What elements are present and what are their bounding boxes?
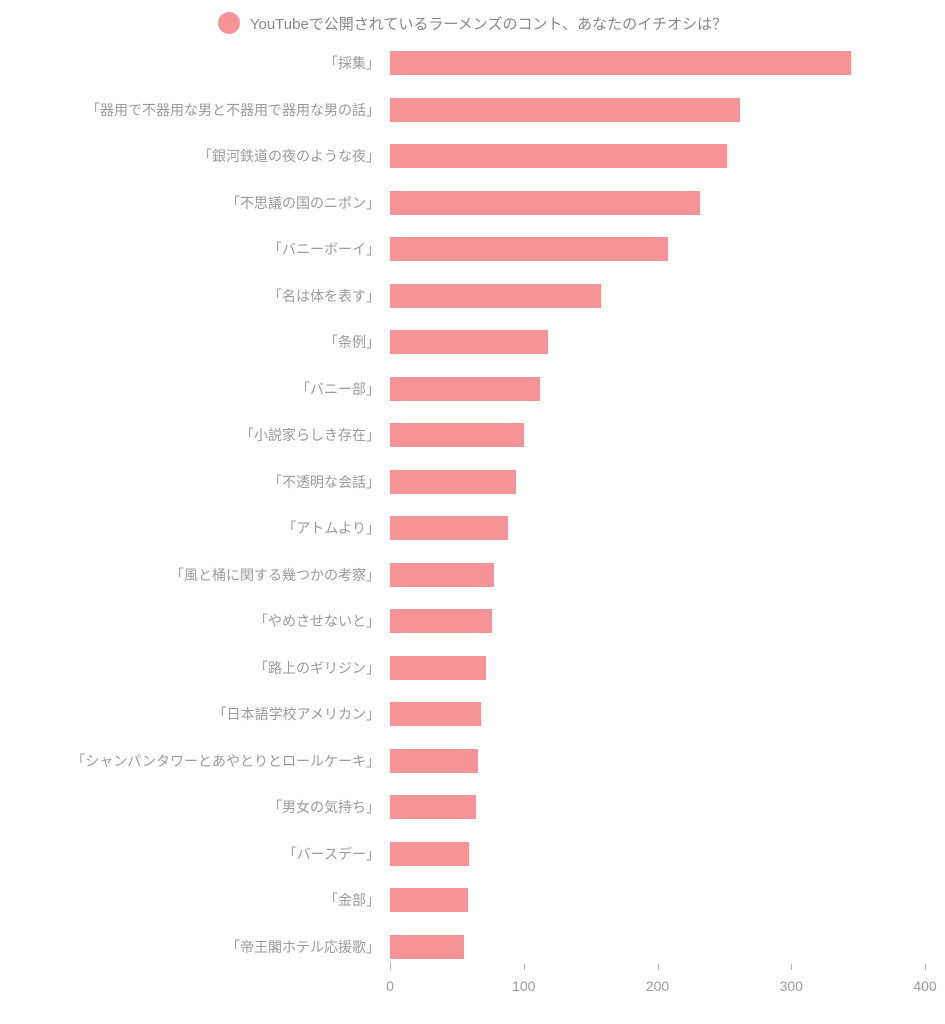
bar-row: 「条例」 [390, 330, 925, 354]
bar [390, 330, 548, 354]
category-label: 「風と桶に関する幾つかの考察」 [170, 565, 390, 585]
category-label: 「名は体を表す」 [268, 286, 390, 306]
category-label: 「バースデー」 [283, 844, 390, 864]
bar [390, 656, 486, 680]
bar-row: 「日本語学校アメリカン」 [390, 702, 925, 726]
x-tick-label: 0 [386, 970, 394, 994]
bar-row: 「採集」 [390, 51, 925, 75]
category-label: 「日本語学校アメリカン」 [213, 704, 390, 724]
bar [390, 98, 740, 122]
bar [390, 888, 468, 912]
bar [390, 795, 476, 819]
bar-row: 「風と桶に関する幾つかの考察」 [390, 563, 925, 587]
category-label: 「やめさせないと」 [254, 611, 390, 631]
category-label: 「帝王閣ホテル応援歌」 [226, 937, 390, 957]
bar-row: 「不透明な会話」 [390, 470, 925, 494]
bar-row: 「器用で不器用な男と不器用で器用な男の話」 [390, 98, 925, 122]
category-label: 「金部」 [324, 890, 390, 910]
category-label: 「銀河鉄道の夜のような夜」 [198, 146, 390, 166]
bar-row: 「不思議の国のニポン」 [390, 191, 925, 215]
bar-row: 「金部」 [390, 888, 925, 912]
bar [390, 470, 516, 494]
bar [390, 842, 469, 866]
chart-legend: YouTubeで公開されているラーメンズのコント、あなたのイチオシは？ [10, 6, 935, 40]
bar-row: 「小説家らしき存在」 [390, 423, 925, 447]
x-tick-label: 300 [780, 970, 803, 994]
bar-row: 「帝王閣ホテル応援歌」 [390, 935, 925, 959]
bar-row: 「バニーボーイ」 [390, 237, 925, 261]
category-label: 「小説家らしき存在」 [240, 425, 390, 445]
bar [390, 423, 524, 447]
category-label: 「バニーボーイ」 [268, 239, 390, 259]
bar [390, 702, 481, 726]
bar-row: 「バースデー」 [390, 842, 925, 866]
legend-text: YouTubeで公開されているラーメンズのコント、あなたのイチオシは？ [250, 13, 727, 34]
legend-swatch-icon [218, 12, 240, 34]
category-label: 「採集」 [324, 53, 390, 73]
bar-row: 「銀河鉄道の夜のような夜」 [390, 144, 925, 168]
bar [390, 935, 464, 959]
bar [390, 51, 851, 75]
category-label: 「バニー部」 [296, 379, 390, 399]
category-label: 「不透明な会話」 [268, 472, 390, 492]
bar-row: 「バニー部」 [390, 377, 925, 401]
category-label: 「条例」 [324, 332, 390, 352]
bar [390, 516, 508, 540]
bar [390, 749, 478, 773]
bar [390, 237, 668, 261]
bar-row: 「名は体を表す」 [390, 284, 925, 308]
plot-area: 「採集」「器用で不器用な男と不器用で器用な男の話」「銀河鉄道の夜のような夜」「不… [10, 40, 935, 1005]
category-label: 「男女の気持ち」 [268, 797, 390, 817]
bar [390, 144, 727, 168]
bar-row: 「アトムより」 [390, 516, 925, 540]
chart-container: YouTubeで公開されているラーメンズのコント、あなたのイチオシは？ 「採集」… [0, 0, 945, 1024]
bar [390, 377, 540, 401]
category-label: 「路上のギリジン」 [254, 658, 390, 678]
category-label: 「シャンパンタワーとあやとりとロールケーキ」 [71, 751, 390, 771]
bar-row: 「やめさせないと」 [390, 609, 925, 633]
plot-inner: 「採集」「器用で不器用な男と不器用で器用な男の話」「銀河鉄道の夜のような夜」「不… [390, 40, 925, 970]
bar [390, 284, 601, 308]
x-tick-label: 400 [913, 970, 936, 994]
bar [390, 609, 492, 633]
bar [390, 563, 494, 587]
bar-row: 「シャンパンタワーとあやとりとロールケーキ」 [390, 749, 925, 773]
bar [390, 191, 700, 215]
category-label: 「不思議の国のニポン」 [226, 193, 390, 213]
bar-row: 「路上のギリジン」 [390, 656, 925, 680]
category-label: 「器用で不器用な男と不器用で器用な男の話」 [86, 100, 390, 120]
x-tick-label: 100 [512, 970, 535, 994]
x-tick-label: 200 [646, 970, 669, 994]
bar-row: 「男女の気持ち」 [390, 795, 925, 819]
category-label: 「アトムより」 [282, 518, 390, 538]
